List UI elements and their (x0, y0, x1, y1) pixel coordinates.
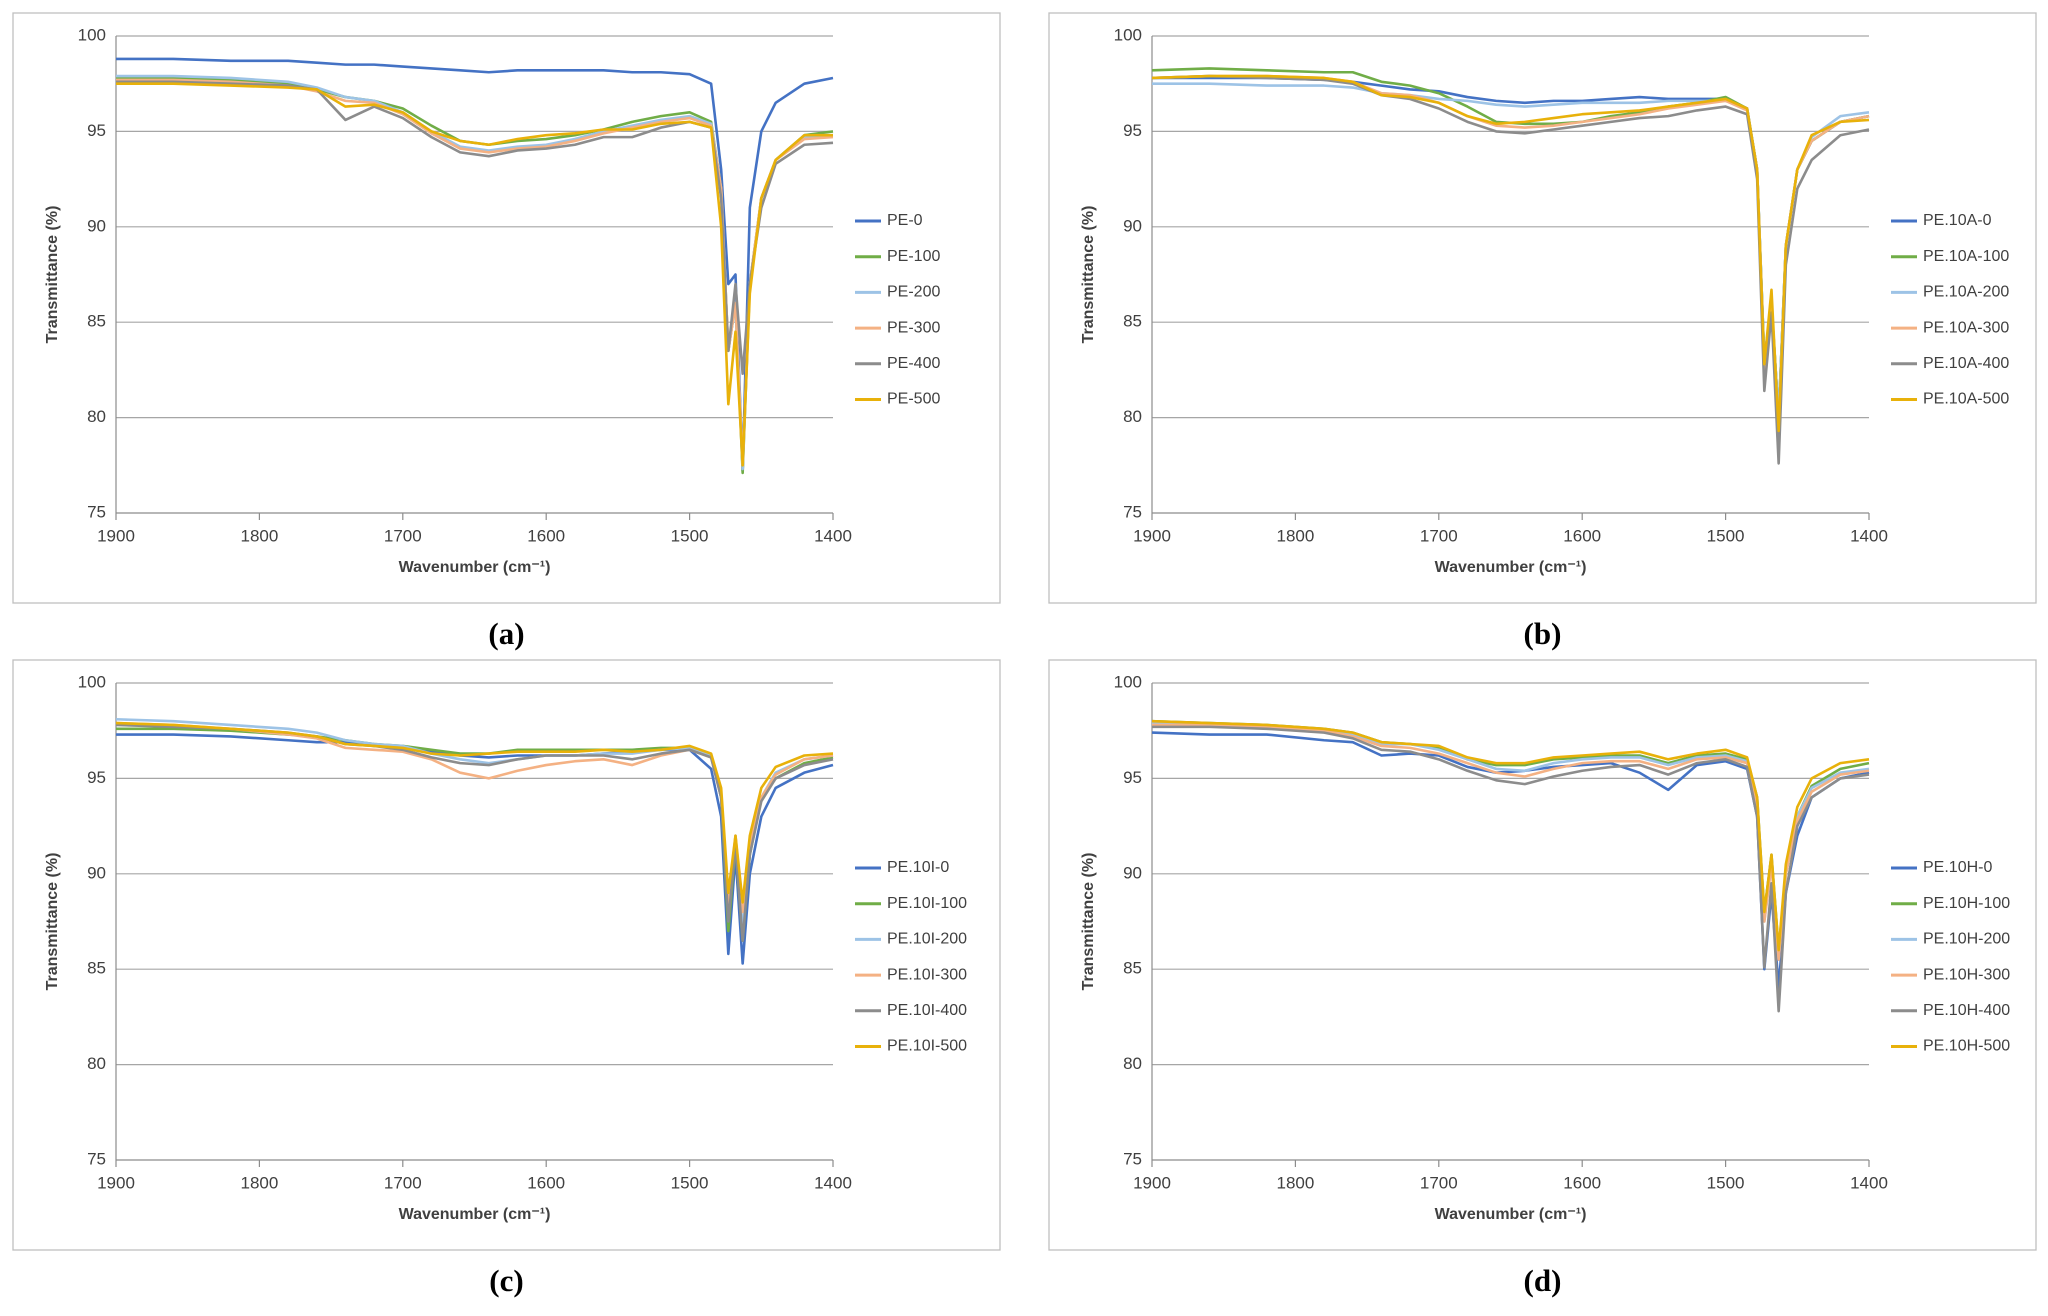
panel-label: (a) (488, 616, 524, 651)
x-axis-label: Wavenumber (cm⁻¹) (399, 1206, 551, 1223)
x-tick-label: 1700 (384, 1173, 422, 1192)
panel-frame (12, 12, 1001, 604)
y-tick-label: 75 (1123, 502, 1142, 521)
x-tick-label: 1800 (1276, 526, 1314, 545)
legend-label: PE-400 (887, 355, 940, 372)
y-tick-label: 100 (78, 672, 106, 691)
legend-label: PE.10H-500 (1923, 1038, 2010, 1055)
x-tick-label: 1500 (1707, 526, 1745, 545)
x-tick-label: 1900 (97, 1173, 135, 1192)
x-tick-label: 1500 (671, 526, 709, 545)
y-axis-label: Transmittance (%) (44, 853, 61, 991)
y-tick-label: 80 (1123, 1054, 1142, 1073)
panel-label: (b) (1524, 616, 1562, 651)
y-tick-label: 95 (1123, 768, 1142, 787)
y-tick-label: 90 (87, 216, 106, 235)
y-axis-label: Transmittance (%) (1080, 853, 1097, 991)
panel-label: (d) (1524, 1263, 1562, 1298)
series-line (1151, 719, 1870, 952)
panel-frame (1048, 659, 2037, 1251)
legend-label: PE-0 (887, 212, 923, 229)
x-tick-label: 1700 (1420, 526, 1458, 545)
y-tick-label: 75 (87, 502, 106, 521)
x-tick-label: 1400 (814, 1173, 852, 1192)
x-tick-label: 1500 (671, 1173, 709, 1192)
y-tick-label: 90 (1123, 863, 1142, 882)
panel: 75 80 85 90 95 100 1900 1800 1700 1600 1500 1400 Wav… (1048, 12, 2037, 651)
y-tick-label: 90 (1123, 216, 1142, 235)
panel-label: (c) (489, 1263, 523, 1298)
series-line (116, 82, 833, 467)
x-tick-label: 1700 (384, 526, 422, 545)
legend-label: PE.10I-100 (887, 895, 967, 912)
y-tick-label: 80 (1123, 407, 1142, 426)
x-tick-label: 1600 (1563, 1173, 1601, 1192)
legend-label: PE.10A-300 (1923, 319, 2009, 336)
legend-label: PE.10I-400 (887, 1002, 967, 1019)
y-tick-label: 80 (87, 1054, 106, 1073)
legend-label: PE-500 (887, 391, 940, 408)
x-tick-label: 1600 (527, 1173, 565, 1192)
y-tick-label: 85 (87, 312, 106, 331)
legend-label: PE.10A-100 (1923, 248, 2009, 265)
x-tick-label: 1800 (240, 526, 278, 545)
legend-label: PE.10H-100 (1923, 895, 2010, 912)
series-line (115, 721, 834, 904)
legend-label: PE.10A-500 (1923, 391, 2009, 408)
x-tick-label: 1600 (1563, 526, 1601, 545)
y-tick-label: 100 (1114, 672, 1142, 691)
x-tick-label: 1600 (527, 526, 565, 545)
legend-label: PE.10H-300 (1923, 966, 2010, 983)
series-line (1151, 74, 1870, 433)
x-axis-label: Wavenumber (cm⁻¹) (1435, 559, 1587, 576)
panel-frame (12, 659, 1001, 1251)
legend-label: PE.10I-0 (887, 859, 949, 876)
y-tick-label: 90 (87, 863, 106, 882)
y-tick-label: 95 (87, 121, 106, 140)
legend-label: PE.10H-400 (1923, 1002, 2010, 1019)
y-tick-label: 75 (1123, 1149, 1142, 1168)
y-tick-label: 95 (1123, 121, 1142, 140)
x-axis-label: Wavenumber (cm⁻¹) (399, 559, 551, 576)
legend-label: PE-300 (887, 319, 940, 336)
y-tick-label: 85 (1123, 312, 1142, 331)
y-tick-label: 100 (78, 25, 106, 44)
x-tick-label: 1700 (1420, 1173, 1458, 1192)
y-tick-label: 75 (87, 1149, 106, 1168)
legend-label: PE.10I-300 (887, 966, 967, 983)
legend-label: PE-100 (887, 248, 940, 265)
x-tick-label: 1800 (240, 1173, 278, 1192)
y-tick-label: 85 (1123, 959, 1142, 978)
y-tick-label: 80 (87, 407, 106, 426)
panel-frame (1048, 12, 2037, 604)
x-tick-label: 1900 (1133, 526, 1171, 545)
y-tick-label: 100 (1114, 25, 1142, 44)
x-axis-label: Wavenumber (cm⁻¹) (1435, 1206, 1587, 1223)
panel: 75 80 85 90 95 100 1900 1800 1700 1600 1500 1400 Wav… (12, 12, 1001, 651)
legend-label: PE-200 (887, 284, 940, 301)
x-tick-label: 1400 (1850, 526, 1888, 545)
legend-label: PE.10H-200 (1923, 931, 2010, 948)
x-tick-label: 1900 (97, 526, 135, 545)
x-tick-label: 1500 (1707, 1173, 1745, 1192)
legend-label: PE.10I-500 (887, 1038, 967, 1055)
legend-label: PE.10A-0 (1923, 212, 1992, 229)
series-line (116, 80, 834, 376)
y-axis-label: Transmittance (%) (1080, 206, 1097, 344)
panel: 75 80 85 90 95 100 1900 1800 1700 1600 1500 1400 Wav… (12, 659, 1001, 1298)
x-tick-label: 1800 (1276, 1173, 1314, 1192)
legend-label: PE.10A-400 (1923, 355, 2009, 372)
legend-label: PE.10A-200 (1923, 284, 2009, 301)
y-axis-label: Transmittance (%) (44, 206, 61, 344)
legend-label: PE.10I-200 (887, 931, 967, 948)
x-tick-label: 1400 (1850, 1173, 1888, 1192)
y-tick-label: 95 (87, 768, 106, 787)
y-tick-label: 85 (87, 959, 106, 978)
panel: 75 80 85 90 95 100 1900 1800 1700 1600 1500 1400 Wav… (1048, 659, 2037, 1298)
x-tick-label: 1900 (1133, 1173, 1171, 1192)
series-line (1152, 725, 1870, 1013)
legend-label: PE.10H-0 (1923, 859, 1992, 876)
x-tick-label: 1400 (814, 526, 852, 545)
